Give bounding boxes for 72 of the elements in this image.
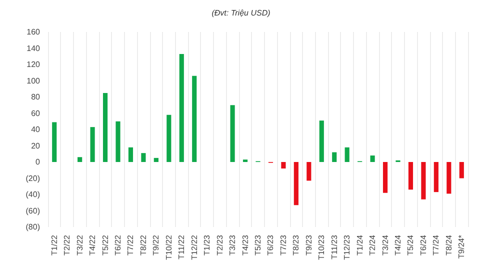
bar	[52, 122, 57, 162]
x-tick-label: T6/22	[114, 234, 122, 256]
x-tick-label: T5/22	[100, 234, 110, 256]
x-tick-label: T8/23	[292, 234, 301, 256]
x-tick-label: T9/22	[152, 234, 161, 256]
x-tick-label: T3/22	[75, 234, 84, 256]
x-tick-label: T8/24	[444, 234, 454, 256]
y-tick-label: 100	[26, 76, 41, 86]
bar	[434, 162, 438, 192]
x-tick-label: T12/23	[342, 234, 352, 260]
bar	[78, 157, 82, 162]
x-tick-label: T9/24*	[457, 235, 466, 259]
y-tick-label: 120	[26, 60, 41, 69]
bar	[332, 152, 337, 162]
bar	[166, 114, 172, 162]
x-tick-label: T2/24	[368, 234, 378, 256]
x-tick-label: T8/22	[138, 234, 148, 256]
y-tick-label: 140	[26, 44, 41, 53]
y-tick-label: (40)	[26, 190, 40, 199]
bar	[382, 162, 388, 193]
x-tick-label: T11/22	[177, 234, 186, 260]
x-tick-label: T10/22	[164, 234, 174, 260]
y-tick-label: 60	[31, 108, 41, 118]
x-tick-label: T4/24	[394, 234, 402, 256]
y-tick-label: (20)	[26, 174, 40, 183]
x-tick-label: T3/24	[380, 234, 390, 256]
bar	[192, 76, 197, 162]
y-tick-label: 40	[31, 125, 41, 134]
bar	[128, 147, 134, 162]
y-tick-label: 20	[31, 141, 41, 150]
x-tick-label: T1/24	[355, 234, 364, 256]
x-tick-label: T7/23	[278, 234, 288, 256]
y-tick-label: 80	[31, 92, 41, 102]
x-tick-label: T9/23	[304, 234, 314, 256]
x-tick-label: T10/23	[317, 234, 326, 260]
chart-subtitle: (Đvt: Triệu USD)	[212, 8, 271, 18]
x-tick-label: T4/22	[88, 234, 98, 256]
x-tick-label: T7/22	[126, 234, 136, 256]
y-tick-label: 160	[26, 28, 41, 36]
bar	[459, 162, 464, 178]
x-tick-label: T4/23	[240, 234, 250, 256]
y-tick-label: (80)	[26, 222, 40, 232]
x-tick-label: T6/23	[266, 234, 276, 256]
x-tick-label: T3/23	[228, 234, 238, 256]
bar	[294, 162, 298, 206]
x-tick-label: T11/23	[330, 234, 339, 260]
x-tick-label: T5/23	[254, 234, 262, 256]
bar	[370, 156, 375, 162]
x-tick-label: T2/23	[215, 234, 224, 256]
bar	[102, 92, 108, 162]
bar	[421, 162, 426, 200]
y-tick-label: (60)	[26, 206, 40, 216]
x-tick-label: T12/22	[190, 234, 199, 260]
bar	[154, 158, 158, 162]
y-tick-label: 0	[36, 158, 41, 166]
bar	[408, 162, 414, 190]
x-tick-label: T2/22	[62, 234, 72, 256]
bar	[306, 162, 312, 181]
x-tick-label: T7/24	[432, 234, 441, 256]
bar	[116, 121, 120, 162]
x-tick-label: T5/24	[406, 234, 416, 256]
bar	[179, 54, 184, 162]
x-tick-label: T1/23	[202, 234, 212, 256]
bar	[90, 127, 95, 162]
bar	[319, 120, 324, 162]
x-tick-label: T1/22	[50, 234, 59, 256]
bar	[344, 147, 350, 162]
bar	[446, 162, 452, 194]
bar	[230, 105, 235, 162]
bar	[281, 162, 286, 168]
x-tick-label: T6/24	[418, 234, 428, 256]
bar	[141, 153, 146, 162]
